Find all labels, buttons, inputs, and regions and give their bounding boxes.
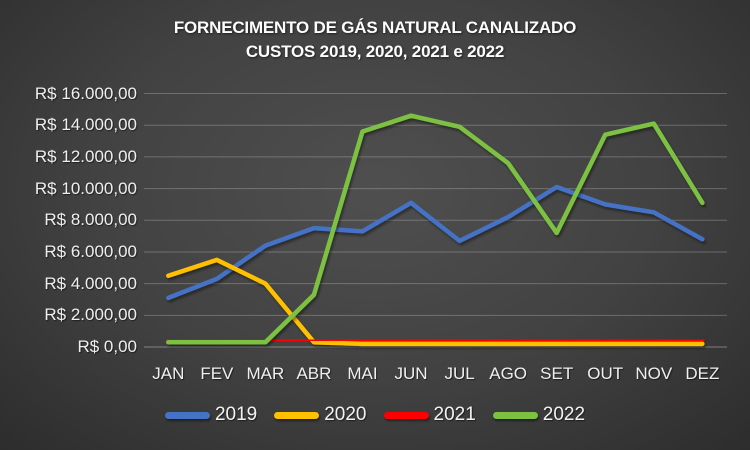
- y-tick-label: R$ 14.000,00: [34, 115, 137, 135]
- legend-item-2020: 2020: [274, 404, 367, 426]
- y-axis-labels: R$ 16.000,00 R$ 14.000,00 R$ 12.000,00 R$ 1…: [0, 0, 137, 450]
- legend: 2019 2020 2021 2022: [0, 404, 750, 426]
- x-tick-label: FEV: [200, 364, 234, 383]
- x-tick-label: AGO: [489, 364, 528, 383]
- x-tick-label: MAI: [347, 364, 378, 383]
- chart-title-block: FORNECIMENTO DE GÁS NATURAL CANALIZADO C…: [0, 16, 750, 64]
- y-tick-label: R$ 10.000,00: [34, 178, 137, 198]
- series-line-2019: [166, 184, 705, 301]
- x-tick-label: OUT: [587, 364, 624, 383]
- x-tick-label: JUL: [444, 364, 475, 383]
- x-tick-label: JAN: [152, 364, 185, 383]
- legend-item-2022: 2022: [492, 404, 586, 426]
- legend-label: 2022: [542, 404, 586, 425]
- x-tick-label: NOV: [635, 364, 673, 383]
- legend-label: 2021: [433, 404, 476, 425]
- legend-label: 2019: [214, 404, 258, 425]
- x-tick-label: JUN: [394, 364, 428, 383]
- chart-title: FORNECIMENTO DE GÁS NATURAL CANALIZADO: [173, 18, 577, 37]
- legend-swatch-2020: [274, 411, 320, 419]
- x-tick-label: ABR: [296, 364, 332, 383]
- x-tick-label: DEZ: [685, 364, 720, 383]
- legend-item-2019: 2019: [164, 404, 258, 426]
- y-tick-label: R$ 12.000,00: [34, 146, 137, 166]
- legend-item-2021: 2021: [383, 404, 476, 426]
- x-tick-label: MAR: [246, 364, 285, 383]
- legend-swatch-2022: [492, 411, 538, 419]
- y-tick-label: R$ 2.000,00: [44, 305, 137, 325]
- legend-swatch-2021: [383, 411, 429, 419]
- y-tick-label: R$ 6.000,00: [44, 241, 137, 261]
- y-tick-label: R$ 0,00: [77, 337, 137, 356]
- series-line-2020: [166, 257, 705, 347]
- legend-label: 2020: [324, 404, 367, 425]
- y-tick-label: R$ 16.000,00: [34, 83, 137, 103]
- legend-swatch-2019: [164, 411, 210, 419]
- y-tick-label: R$ 8.000,00: [44, 210, 137, 230]
- series-line-2022: [166, 113, 705, 345]
- chart-subtitle: CUSTOS 2019, 2020, 2021 e 2022: [245, 42, 505, 61]
- y-tick-label: R$ 4.000,00: [44, 273, 137, 293]
- x-tick-label: SET: [540, 364, 574, 383]
